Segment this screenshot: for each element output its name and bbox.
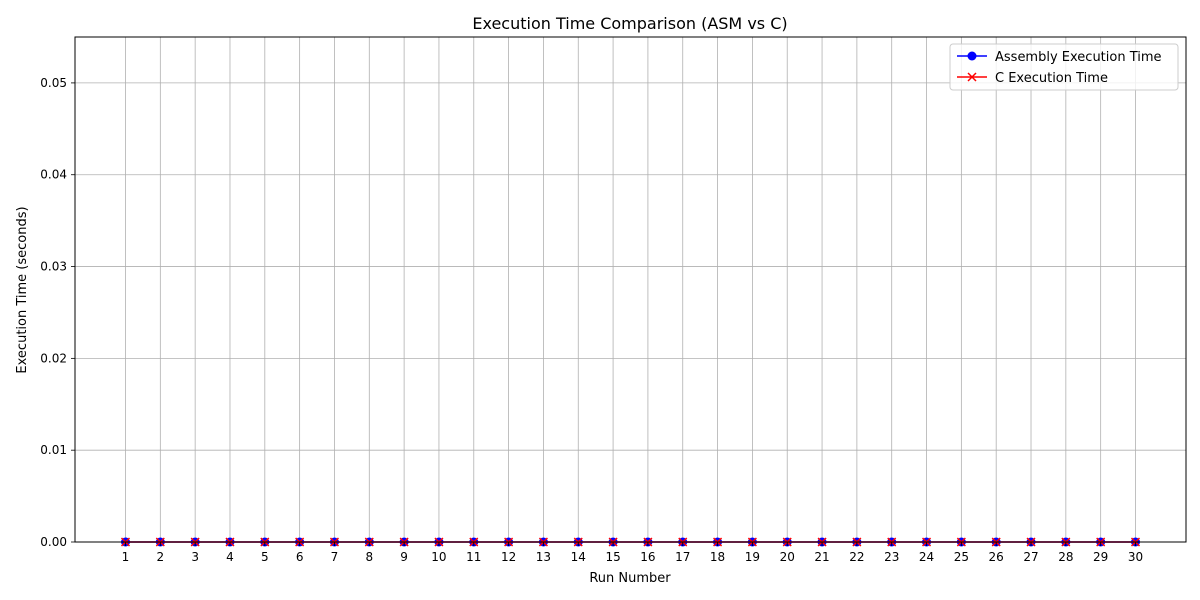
x-tick-label: 1 bbox=[122, 550, 130, 564]
x-tick-label: 2 bbox=[157, 550, 165, 564]
x-tick-label: 13 bbox=[536, 550, 551, 564]
x-tick-label: 18 bbox=[710, 550, 725, 564]
x-tick-label: 15 bbox=[605, 550, 620, 564]
x-tick-label: 12 bbox=[501, 550, 516, 564]
y-tick-label: 0.03 bbox=[40, 260, 67, 274]
x-tick-label: 9 bbox=[400, 550, 408, 564]
x-tick-label: 20 bbox=[780, 550, 795, 564]
x-tick-label: 21 bbox=[814, 550, 829, 564]
chart-title: Execution Time Comparison (ASM vs C) bbox=[472, 14, 787, 33]
legend-marker-c bbox=[967, 72, 977, 82]
x-tick-label: 30 bbox=[1128, 550, 1143, 564]
x-tick-label: 27 bbox=[1023, 550, 1038, 564]
legend-marker-assembly bbox=[967, 51, 977, 61]
x-tick-label: 19 bbox=[745, 550, 760, 564]
x-ticks: 1 2 3 4 5 6 7 8 9 10 11 12 13 14 15 16 17 18 19 20 21 22 23 24 2… bbox=[122, 542, 1143, 564]
x-tick-label: 4 bbox=[226, 550, 234, 564]
x-tick-label: 24 bbox=[919, 550, 934, 564]
x-tick-label: 7 bbox=[331, 550, 339, 564]
x-tick-label: 11 bbox=[466, 550, 481, 564]
legend-label-c: C Execution Time bbox=[995, 71, 1108, 86]
x-tick-label: 6 bbox=[296, 550, 304, 564]
x-tick-label: 10 bbox=[431, 550, 446, 564]
y-tick-label: 0.02 bbox=[40, 351, 67, 365]
y-ticks: 0.00 0.01 0.02 0.03 0.04 0.05 bbox=[40, 76, 75, 549]
y-tick-label: 0.04 bbox=[40, 168, 67, 182]
legend-label-assembly: Assembly Execution Time bbox=[995, 50, 1162, 65]
x-tick-label: 5 bbox=[261, 550, 269, 564]
x-tick-label: 28 bbox=[1058, 550, 1073, 564]
y-tick-label: 0.00 bbox=[40, 535, 67, 549]
x-tick-label: 29 bbox=[1093, 550, 1108, 564]
legend-box bbox=[949, 43, 1179, 91]
x-tick-label: 23 bbox=[884, 550, 899, 564]
y-tick-label: 0.01 bbox=[40, 443, 67, 457]
legend: Assembly Execution Time C Execution Time bbox=[949, 43, 1179, 91]
x-tick-label: 26 bbox=[989, 550, 1004, 564]
x-tick-label: 25 bbox=[954, 550, 969, 564]
x-tick-label: 22 bbox=[849, 550, 864, 564]
x-tick-label: 14 bbox=[571, 550, 586, 564]
x-tick-label: 16 bbox=[640, 550, 655, 564]
y-tick-label: 0.05 bbox=[40, 76, 67, 90]
x-tick-label: 8 bbox=[365, 550, 373, 564]
x-tick-label: 17 bbox=[675, 550, 690, 564]
y-axis-label: Execution Time (seconds) bbox=[15, 206, 30, 373]
plot-frame bbox=[74, 36, 1187, 543]
x-axis-label: Run Number bbox=[589, 571, 671, 586]
x-tick-label: 3 bbox=[191, 550, 199, 564]
